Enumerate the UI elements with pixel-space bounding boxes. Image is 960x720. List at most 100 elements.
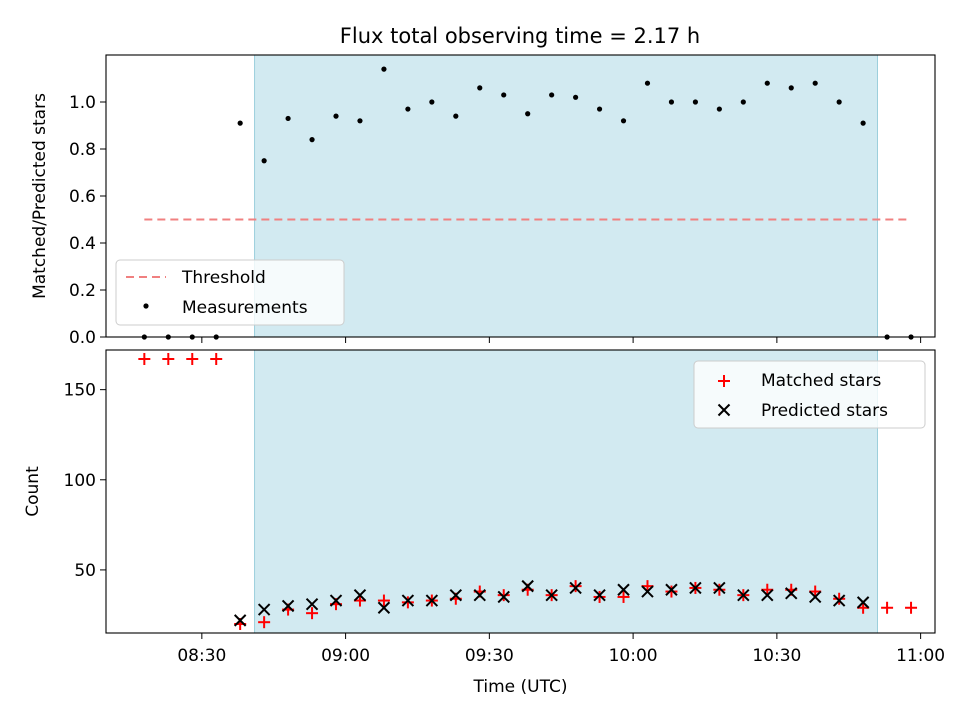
predicted-star-point: [808, 590, 822, 604]
matched-star-point: [138, 353, 151, 366]
matched-star-point: [497, 589, 510, 602]
measurement-point: [836, 99, 842, 105]
legend-matched-label: Matched stars: [761, 371, 881, 391]
predicted-star-point: [425, 594, 439, 607]
measurement-point: [764, 80, 770, 86]
ratio-y-axis-label: Matched/Predicted stars: [30, 93, 50, 299]
measurement-point: [453, 113, 459, 119]
matched-star-point: [569, 580, 582, 593]
predicted-star-point: [856, 596, 870, 609]
measurement-point: [237, 120, 243, 126]
measurement-point: [405, 106, 411, 112]
count-legend: Matched stars Predicted stars: [693, 360, 926, 429]
predicted-star-point: [713, 581, 726, 595]
matched-star-point: [186, 353, 199, 366]
predicted-star-point: [617, 583, 630, 596]
time-x-tick-label: 09:30: [465, 646, 514, 666]
measurement-points: [141, 66, 914, 340]
measurement-point: [549, 92, 555, 98]
chart-title: Flux total observing time = 2.17 h: [340, 24, 700, 48]
ratio-legend: Threshold Measurements: [115, 259, 345, 326]
matched-star-point: [593, 590, 606, 603]
predicted-star-point: [521, 579, 534, 593]
predicted-star-point: [497, 590, 510, 604]
predicted-star-point: [353, 588, 367, 602]
measurement-point: [501, 92, 507, 98]
measurement-point: [381, 66, 387, 72]
ratio-y-tick-label: 0.2: [69, 281, 96, 301]
predicted-star-point: [257, 603, 271, 616]
matched-star-point: [718, 375, 730, 387]
predicted-star-point: [665, 583, 678, 596]
legend-box: [693, 360, 926, 429]
matched-star-point: [905, 601, 918, 614]
matched-star-point: [665, 585, 678, 598]
measurement-point: [285, 115, 291, 122]
measurement-point: [692, 99, 699, 105]
count-y-tick-label: 50: [74, 561, 96, 581]
legend-box: [115, 259, 345, 326]
predicted-star-point: [281, 599, 295, 613]
measurement-point: [740, 99, 746, 105]
predicted-star-point: [401, 594, 415, 607]
predicted-star-point: [569, 581, 582, 595]
matched-star-point: [210, 353, 223, 366]
legend-threshold-label: Threshold: [181, 268, 266, 288]
predicted-star-point: [233, 614, 247, 627]
matched-star-point: [617, 590, 630, 603]
time-x-tick-label: 08:30: [177, 646, 226, 666]
ratio-y-tick-label: 1.0: [69, 93, 96, 113]
predicted-star-point: [593, 588, 606, 602]
predicted-star-point: [545, 588, 558, 602]
matched-star-point: [401, 596, 414, 609]
measurement-point: [620, 118, 627, 124]
time-x-tick-label: 10:30: [752, 646, 801, 666]
count-panel-frame: [105, 349, 936, 634]
predicted-star-point: [641, 585, 654, 598]
measurement-point: [596, 106, 603, 112]
matched-star-point: [258, 616, 271, 629]
predicted-star-point: [329, 594, 343, 607]
predicted-star-point: [689, 581, 702, 595]
predicted-star-point: [377, 601, 391, 614]
measurement-point: [357, 118, 363, 124]
measurement-point: [333, 113, 339, 119]
predicted-star-point: [449, 588, 463, 602]
matched-star-point: [162, 353, 175, 366]
measurement-point: [788, 85, 794, 91]
matched-star-point: [306, 607, 319, 620]
time-x-tick-label: 11:00: [896, 646, 945, 666]
predicted-star-point: [761, 588, 774, 602]
legend-measurements-swatch: [143, 303, 149, 309]
matched-star-point: [881, 601, 894, 614]
observing-window-top: [254, 54, 878, 338]
predicted-star-point: [305, 597, 319, 611]
measurement-point: [429, 99, 435, 105]
count-y-tick-label: 150: [64, 381, 96, 401]
measurement-point: [716, 106, 722, 112]
matched-star-point: [377, 594, 390, 607]
count-points: [138, 353, 918, 630]
count-y-tick-label: 100: [64, 471, 96, 491]
ratio-y-tick-label: 0.4: [69, 234, 96, 254]
ratio-y-tick-label: 0.0: [69, 328, 96, 348]
predicted-star-point: [737, 588, 750, 602]
predicted-star-point: [717, 403, 731, 417]
measurement-point: [644, 80, 651, 86]
time-x-tick-label: 09:00: [321, 646, 370, 666]
measurement-point: [860, 120, 866, 126]
count-y-axis-label: Count: [23, 466, 43, 517]
measurement-point: [309, 137, 315, 143]
ratio-y-tick-label: 0.8: [69, 140, 96, 160]
predicted-star-point: [832, 594, 846, 607]
time-x-tick-label: 10:00: [609, 646, 658, 666]
legend-predicted-label: Predicted stars: [761, 401, 888, 421]
predicted-star-point: [785, 587, 798, 600]
measurement-point: [573, 94, 579, 100]
ratio-y-tick-label: 0.6: [69, 187, 96, 207]
predicted-star-point: [473, 588, 486, 602]
measurement-point: [477, 85, 483, 91]
measurement-point: [261, 158, 267, 164]
